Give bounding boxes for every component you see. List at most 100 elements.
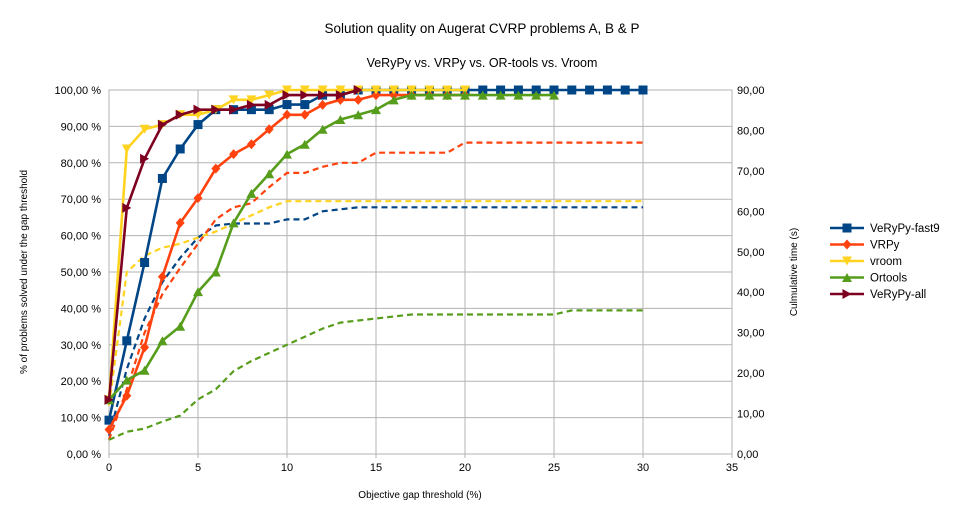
legend-marker [842, 239, 852, 250]
chart-subtitle: VeRyPy vs. VRPy vs. OR-tools vs. Vroom [367, 56, 598, 70]
data-point [317, 124, 328, 134]
x-tick-label: 35 [726, 462, 738, 474]
data-point [317, 85, 328, 95]
data-point [299, 139, 310, 149]
y-tick-label: 70,00 % [61, 194, 102, 206]
data-point [211, 163, 221, 174]
series-line [108, 93, 554, 401]
x-tick-label: 15 [370, 462, 382, 474]
y-tick-label: 50,00 % [61, 267, 102, 279]
data-point [175, 217, 185, 228]
data-point [585, 85, 595, 95]
data-point [193, 104, 203, 115]
legend-item: VeRyPy-all [830, 289, 926, 301]
time-series-group [107, 141, 643, 441]
data-point [424, 90, 435, 100]
data-point [442, 90, 453, 100]
data-point [175, 109, 185, 120]
series-line [107, 88, 359, 400]
data-point [264, 124, 274, 135]
data-point [228, 95, 239, 105]
chart-title: Solution quality on Augerat CVRP problem… [325, 21, 640, 36]
y-tick-label: 0,00 % [67, 449, 101, 461]
y2-tick-label: 10,00 [737, 409, 765, 421]
data-point [282, 85, 292, 95]
data-point [282, 109, 292, 120]
y-tick-label: 40,00 % [61, 303, 102, 315]
y2-tick-label: 20,00 [737, 368, 765, 380]
data-point [264, 169, 275, 179]
time-series-line [107, 200, 643, 406]
data-point [549, 85, 559, 95]
y-tick-label: 20,00 % [61, 376, 102, 388]
y-tick-label: 100,00 % [55, 85, 102, 97]
y2-axis-title: Culmulative time (s) [789, 228, 800, 316]
legend-item: vroom [830, 256, 902, 268]
axes [108, 89, 733, 458]
data-point [442, 85, 453, 95]
data-point [193, 193, 203, 204]
x-tick-label: 25 [548, 462, 560, 474]
data-point [620, 85, 630, 95]
data-point [460, 85, 470, 95]
legend: VeRyPy-fast9 VRPy vroom Ortools VeRyPy-all [830, 223, 940, 301]
data-point [139, 365, 150, 375]
data-point [175, 321, 186, 331]
legend-label: VeRyPy-fast9 [870, 223, 940, 235]
data-point [477, 90, 488, 100]
data-point [121, 375, 132, 385]
data-point [175, 144, 185, 154]
data-point [371, 85, 381, 95]
y2-tick-label: 70,00 [737, 166, 765, 178]
data-point [264, 105, 274, 115]
y-tick-label: 60,00 % [61, 231, 102, 243]
data-point [335, 85, 346, 95]
data-point [104, 415, 114, 425]
series-verypy-all [104, 85, 363, 405]
data-point [388, 95, 399, 105]
y2-axis-ticks: 0,00 10,00 20,00 30,00 40,00 50,00 60,00 70,00 8… [737, 85, 765, 461]
data-point [406, 85, 417, 95]
data-point [139, 124, 150, 134]
data-point [193, 120, 203, 130]
legend-item: Ortools [830, 273, 907, 285]
data-point [371, 90, 381, 101]
data-point [140, 342, 150, 353]
data-point [318, 99, 328, 110]
legend-marker [842, 223, 852, 233]
y-axis-ticks: 0,00 % 10,00 % 20,00 % 30,00 % 40,00 % 50,00 … [55, 85, 102, 461]
legend-marker [842, 273, 852, 282]
data-point [229, 149, 239, 160]
data-point [210, 267, 221, 277]
x-tick-label: 20 [459, 462, 471, 474]
data-point [157, 271, 167, 282]
data-point [246, 99, 256, 110]
data-point [264, 90, 275, 100]
data-point [567, 85, 577, 95]
y2-tick-label: 30,00 [737, 328, 765, 340]
x-axis-ticks: 0 5 10 15 20 25 30 35 [106, 462, 738, 474]
data-point [299, 85, 310, 95]
data-point [246, 139, 256, 150]
data-point [246, 188, 257, 198]
data-point [157, 119, 167, 130]
legend-marker [842, 256, 852, 266]
grid [108, 89, 733, 455]
data-point [140, 258, 150, 268]
data-point [228, 218, 239, 228]
legend-item: VRPy [830, 239, 900, 252]
data-point [602, 85, 612, 95]
x-tick-label: 10 [281, 462, 293, 474]
data-point [531, 85, 541, 95]
data-point [531, 90, 542, 100]
y2-tick-label: 50,00 [737, 247, 765, 259]
y-tick-label: 30,00 % [61, 340, 102, 352]
data-point [495, 90, 506, 100]
data-point [389, 90, 399, 101]
data-point [335, 90, 345, 101]
data-point [140, 153, 150, 164]
y2-tick-label: 0,00 [737, 449, 758, 461]
data-point [353, 85, 363, 95]
data-point [122, 336, 132, 346]
